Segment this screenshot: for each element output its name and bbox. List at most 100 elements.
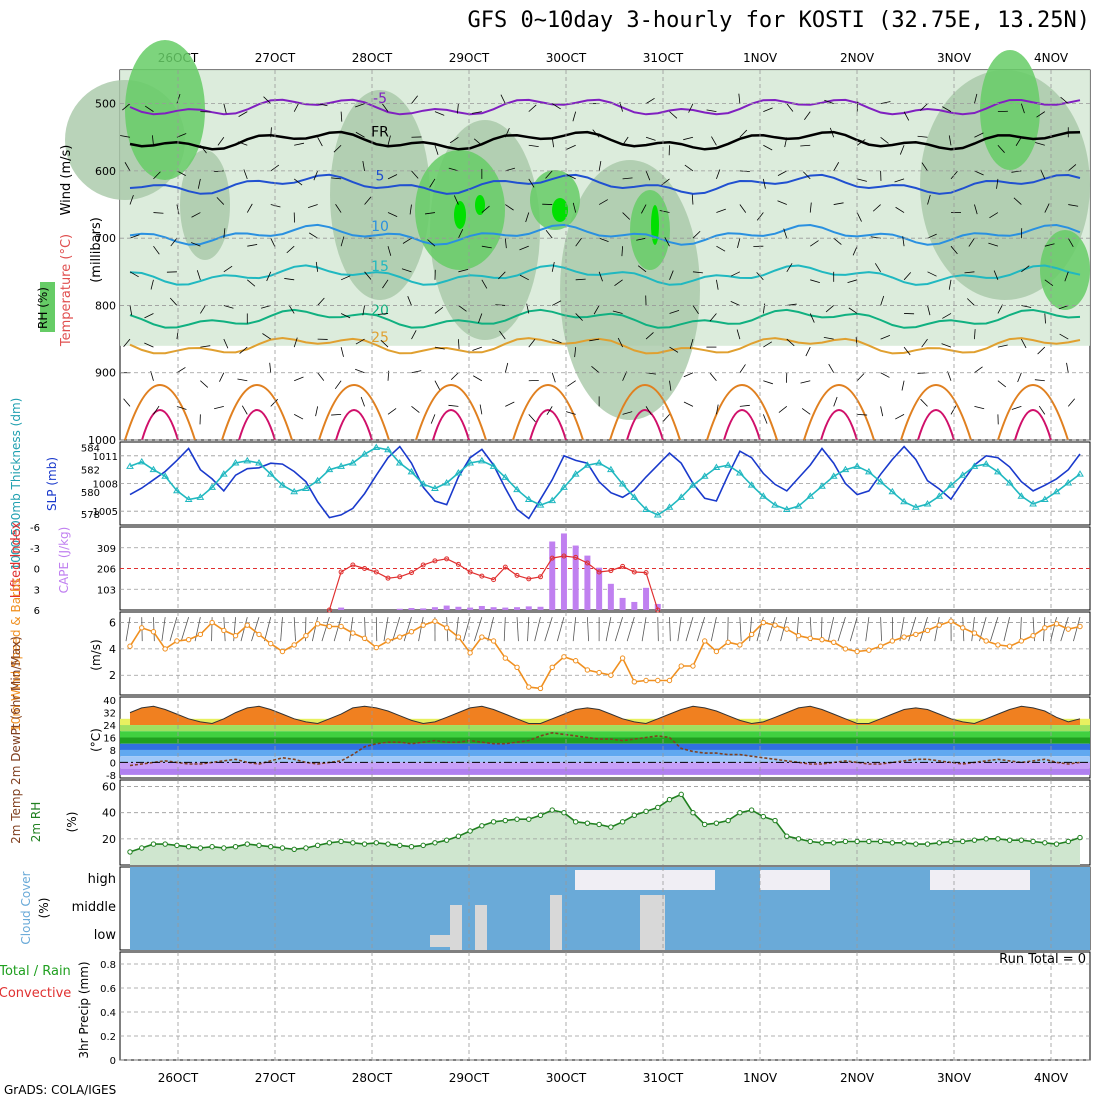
wind-barb bbox=[129, 271, 139, 278]
li-marker bbox=[408, 570, 414, 576]
wind10-line-marker bbox=[1042, 625, 1048, 631]
thickness-line-marker bbox=[395, 459, 404, 466]
slp-ylabel: SLP (mb) bbox=[45, 457, 59, 511]
wind10-line-marker bbox=[150, 629, 157, 635]
upper-ylabel-rh: RH (%) bbox=[36, 287, 50, 329]
wind-barb bbox=[313, 170, 319, 181]
wind-barb bbox=[778, 406, 788, 413]
wind-barb bbox=[270, 127, 272, 138]
rh2m-line-marker bbox=[338, 838, 344, 845]
wind10-barb bbox=[333, 617, 342, 642]
thickness-ytick: 580 bbox=[81, 488, 100, 499]
wind-barb bbox=[355, 103, 365, 108]
temp-band bbox=[120, 731, 1090, 738]
rh-shade-peak bbox=[552, 198, 568, 222]
upper-yunits: (millibars) bbox=[89, 217, 104, 283]
rh2m-line-marker bbox=[725, 817, 731, 824]
wind-barb bbox=[664, 237, 670, 247]
wind-barb bbox=[223, 338, 229, 349]
wind-barb bbox=[598, 271, 603, 282]
thickness-line-marker bbox=[313, 476, 322, 484]
rh2m-line-marker bbox=[432, 840, 438, 846]
wind-barb bbox=[800, 380, 811, 384]
wind10-yunits: (m/s) bbox=[89, 639, 103, 670]
thickness-line-marker bbox=[278, 481, 287, 488]
precip-ylabel: 3hr Precip (mm) bbox=[77, 961, 91, 1058]
wind-barb bbox=[434, 111, 445, 116]
wind-barb bbox=[948, 279, 952, 290]
wind-barb bbox=[662, 414, 670, 423]
wind10-line-marker bbox=[467, 650, 473, 656]
rh2m-line-marker bbox=[807, 838, 813, 845]
rh2m-line-marker bbox=[479, 823, 485, 829]
wind10-barb bbox=[280, 617, 283, 642]
wind-barb bbox=[481, 245, 492, 249]
cape-bar bbox=[396, 608, 403, 610]
cape-bar bbox=[596, 567, 603, 610]
temp-band bbox=[120, 725, 1090, 732]
wind-barb bbox=[974, 204, 978, 215]
wind-barb bbox=[763, 107, 773, 113]
li-marker bbox=[455, 561, 461, 567]
wind10-line bbox=[129, 620, 1081, 690]
wind-barb bbox=[448, 167, 459, 172]
wind-barb bbox=[504, 238, 507, 249]
wind10-barb bbox=[392, 617, 401, 642]
rh2m-line-marker bbox=[291, 846, 297, 853]
wind-barb bbox=[551, 372, 556, 383]
wind-barb bbox=[684, 164, 694, 172]
wind-barb bbox=[382, 279, 389, 289]
wind-barb bbox=[738, 93, 741, 104]
wind-barb bbox=[739, 129, 748, 138]
wind-barb bbox=[481, 205, 490, 213]
wind-barb bbox=[575, 237, 582, 247]
rh2m-line-marker bbox=[209, 843, 215, 850]
wind10-barb bbox=[194, 617, 201, 642]
wind-barb bbox=[1068, 204, 1079, 207]
isotherm-line bbox=[129, 336, 1081, 355]
rh2m-ytick: 60 bbox=[102, 781, 116, 794]
wind-barb bbox=[241, 405, 248, 415]
diurnal-contour-hot bbox=[141, 409, 179, 441]
wind10-line-marker bbox=[737, 642, 743, 648]
wind-barb bbox=[692, 271, 703, 274]
thickness-line-marker bbox=[618, 480, 627, 487]
wind-barb bbox=[974, 405, 985, 410]
wind10-barb bbox=[739, 617, 742, 642]
panel-frame-precip bbox=[119, 951, 1091, 1061]
wind-barb bbox=[810, 240, 819, 247]
li-marker bbox=[373, 569, 379, 575]
upper-ylabel-wind: Wind (m/s) bbox=[59, 145, 74, 216]
wind-barb bbox=[409, 204, 412, 215]
wind-barb bbox=[927, 271, 937, 277]
wind-barb bbox=[355, 131, 365, 138]
cloud-gap bbox=[575, 870, 715, 890]
wind-barb bbox=[1068, 164, 1077, 172]
dewpoint-line bbox=[129, 731, 1081, 767]
wind10-barb bbox=[827, 617, 835, 642]
wind-barb bbox=[1034, 379, 1045, 382]
wind-barb bbox=[315, 261, 319, 272]
wind-barb bbox=[756, 212, 764, 221]
isotherm-label: FR bbox=[371, 125, 389, 141]
wind-barb bbox=[736, 329, 741, 340]
isotherm-label: 20 bbox=[371, 303, 389, 319]
wind10-barb bbox=[1050, 617, 1057, 642]
cape-bar bbox=[572, 545, 579, 610]
wind-barb bbox=[996, 178, 999, 189]
wind-barb bbox=[129, 305, 133, 316]
date-label-top: 28OCT bbox=[352, 51, 393, 65]
wind-barb bbox=[270, 204, 281, 208]
li-ytick: 6 bbox=[34, 606, 40, 617]
wind-barb bbox=[777, 200, 787, 205]
cape-bar bbox=[455, 606, 462, 610]
wind-barb bbox=[903, 272, 912, 281]
wind10-line-marker bbox=[432, 618, 438, 624]
slp-ytick: 1008 bbox=[93, 480, 118, 491]
wind-barb bbox=[411, 370, 422, 374]
wind-barb bbox=[1036, 111, 1046, 118]
li-marker bbox=[526, 576, 532, 582]
diurnal-contour bbox=[318, 384, 390, 441]
wind10-line-marker bbox=[479, 634, 485, 640]
wind-barb bbox=[565, 411, 576, 415]
